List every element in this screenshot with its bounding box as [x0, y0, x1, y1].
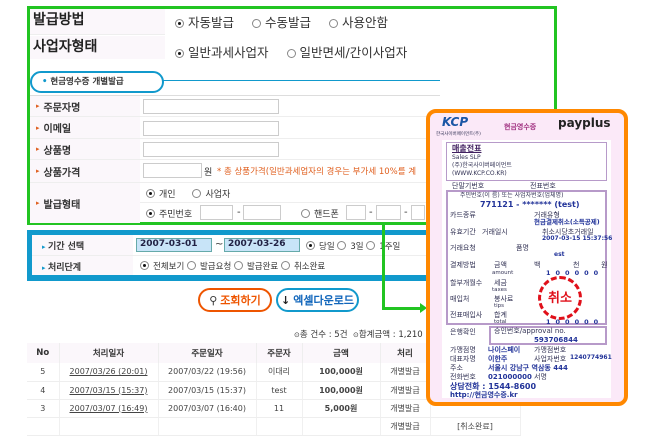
issue-type-row: 발급형태	[30, 183, 440, 223]
divider	[30, 95, 440, 96]
start-date-input[interactable]: 2007-03-01	[136, 238, 212, 252]
radio-3days[interactable]: 3일	[337, 241, 364, 252]
radio-personal[interactable]: 개인	[146, 189, 176, 200]
table-row: 3 2007/03/07 (16:49) 2007/03/07 (16:40) 11 5…	[27, 399, 521, 418]
divider	[140, 202, 440, 203]
dash: -	[404, 207, 408, 218]
price-note: * 총 상품가격(일반과세업자의 경우는 부가세 10%를 계	[217, 167, 417, 177]
dash: -	[369, 207, 373, 218]
period-options: 당일 3일 1주일	[306, 240, 400, 252]
issue-method-options: 자동발급 수동발급 사용안함	[175, 12, 402, 31]
search-icon: ⚲	[209, 293, 218, 307]
radio-resident-id[interactable]: 주민번호	[146, 207, 192, 220]
radio-all[interactable]: 전체보기	[140, 261, 184, 272]
tilde: ~	[215, 239, 224, 250]
business-type-options: 일반과세사업자 일반면세/간이사업자	[175, 42, 421, 61]
email-row: 이메일	[30, 117, 440, 139]
stage-options: 전체보기 발급요청 발급완료 취소완료	[140, 260, 325, 272]
email-input[interactable]	[143, 121, 279, 136]
radio-auto[interactable]: 자동발급	[175, 15, 234, 30]
business-type-label: 사업자형태	[30, 36, 165, 59]
product-row: 상품명	[30, 139, 440, 160]
total-digits: 100000	[546, 318, 604, 326]
phone-1[interactable]	[346, 205, 366, 220]
radio-phone[interactable]: 핸드폰	[301, 207, 339, 220]
radio-business[interactable]: 사업자	[192, 189, 230, 200]
cancel-stamp: 취소	[538, 276, 582, 320]
resident-id-1[interactable]	[200, 205, 233, 220]
radio-cancelled[interactable]: 취소완료	[280, 261, 325, 272]
radio-exempt[interactable]: 일반면세/간이사업자	[286, 45, 407, 60]
amount-digits: 100000	[546, 269, 604, 277]
product-input[interactable]	[143, 142, 279, 157]
end-date-input[interactable]: 2007-03-26	[224, 238, 300, 252]
radio-today[interactable]: 당일	[306, 241, 335, 252]
radio-issued[interactable]: 발급완료	[233, 261, 278, 272]
receipt-title: 현금영수증	[504, 123, 537, 131]
connector-line	[382, 224, 385, 310]
process-date-link[interactable]: 2007/03/07 (16:49)	[59, 399, 159, 418]
tab-individual-issue[interactable]: • 현금영수증 개별발급	[30, 71, 164, 93]
search-panel-inner: ▸ 기간 선택 ▸ 처리단계 2007-03-01 ~ 2007-03-26 당…	[32, 235, 437, 275]
resident-id-2[interactable]	[243, 205, 281, 220]
summary: ⊙총 건수 : 5건 ⊙합계금액 : 1,210	[294, 330, 423, 340]
price-unit: 원	[204, 168, 213, 178]
arrow-right-icon	[420, 303, 427, 313]
excel-download-button[interactable]: ↓ 엑셀다운로드	[276, 288, 359, 312]
radio-none[interactable]: 사용안함	[329, 15, 388, 30]
table-row: 개별발급 [취소완료]	[27, 417, 521, 436]
issue-method-label: 발급방법	[30, 9, 165, 35]
connector-line	[382, 307, 422, 310]
period-label: 기간 선택	[47, 242, 85, 252]
tab-line	[160, 80, 440, 81]
phone-3[interactable]	[411, 205, 425, 220]
search-button[interactable]: ⚲ 조회하기	[198, 288, 272, 312]
receipt-popup: KCP 한국사이버페이먼트(주) 현금영수증 payplus 매출전표 Sale…	[426, 109, 628, 406]
process-date-link[interactable]: 2007/03/15 (15:37)	[59, 381, 159, 400]
phone-2[interactable]	[376, 205, 401, 220]
process-date-link[interactable]: 2007/03/26 (20:01)	[59, 363, 159, 382]
dash: -	[237, 207, 241, 218]
payplus-logo: payplus	[558, 116, 611, 130]
kcp-logo: KCP	[442, 115, 469, 129]
receipt-url: http://현금영수증.kr	[450, 391, 518, 399]
radio-requested[interactable]: 발급요청	[186, 261, 231, 272]
price-input[interactable]	[143, 163, 202, 178]
radio-1week[interactable]: 1주일	[366, 241, 400, 252]
price-row: 상품가격	[30, 160, 440, 183]
stage-label: 처리단계	[47, 263, 82, 273]
orderer-row: 주문자명	[30, 96, 440, 117]
radio-general[interactable]: 일반과세사업자	[175, 45, 269, 60]
support-phone: 상담전화 : 1544-8600	[450, 382, 537, 391]
download-arrow-icon: ↓	[281, 293, 291, 307]
orderer-input[interactable]	[143, 99, 279, 114]
type-options: 개인 사업자	[146, 187, 244, 200]
radio-manual[interactable]: 수동발급	[252, 15, 311, 30]
